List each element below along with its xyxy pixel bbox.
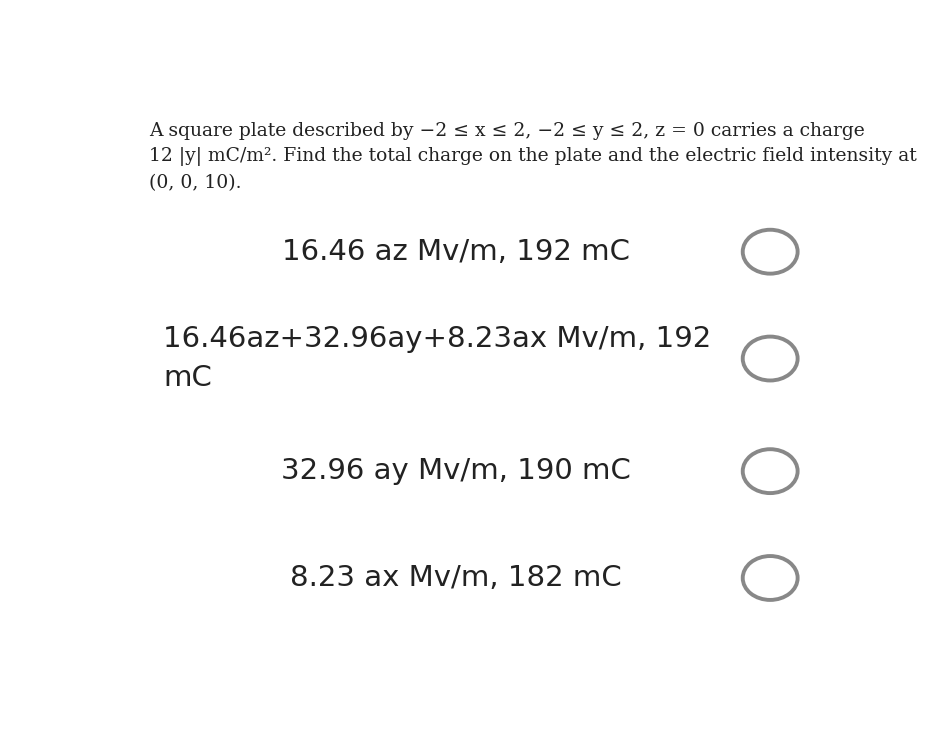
Text: 16.46az+32.96ay+8.23ax Mv/m, 192
mC: 16.46az+32.96ay+8.23ax Mv/m, 192 mC	[163, 325, 712, 392]
Text: A square plate described by −2 ≤ x ≤ 2, −2 ≤ y ≤ 2, z = 0 carries a charge
12 |y: A square plate described by −2 ≤ x ≤ 2, …	[149, 122, 917, 192]
Text: 16.46 az Mv/m, 192 mC: 16.46 az Mv/m, 192 mC	[282, 238, 630, 266]
Text: 32.96 ay Mv/m, 190 mC: 32.96 ay Mv/m, 190 mC	[281, 458, 631, 485]
Text: 8.23 ax Mv/m, 182 mC: 8.23 ax Mv/m, 182 mC	[290, 564, 622, 592]
